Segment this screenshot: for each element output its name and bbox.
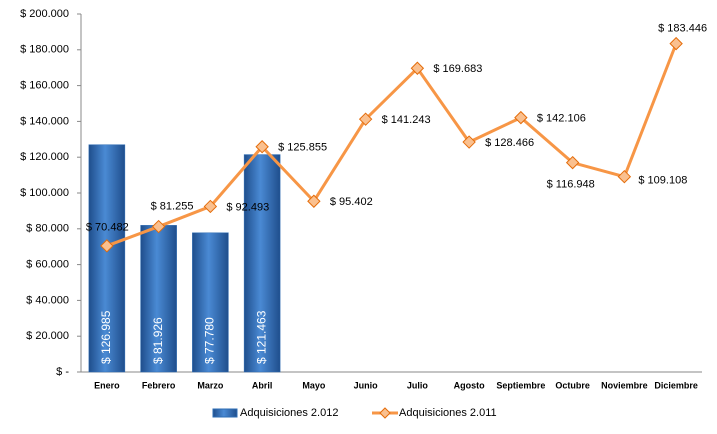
y-tick-label: $ 40.000: [26, 294, 69, 306]
marker: [100, 239, 114, 253]
y-tick-label: $ -: [56, 366, 69, 378]
y-tick-label: $ 160.000: [20, 80, 69, 92]
bar: [243, 154, 281, 373]
marker: [565, 155, 580, 170]
marker: [514, 110, 528, 125]
x-tick-label: Agosto: [454, 380, 485, 390]
line: [106, 43, 678, 248]
point-value-label: $ 95.402: [330, 196, 373, 208]
x-tick-label: Diciembre: [654, 380, 698, 390]
marker: [669, 36, 683, 51]
x-tick-label: Febrero: [142, 380, 176, 390]
x-tick-label: Julio: [407, 380, 429, 390]
y-tick-label: $ 180.000: [20, 44, 69, 56]
point-value-label: $ 109.108: [638, 175, 687, 187]
x-tick-label: Enero: [94, 380, 120, 390]
y-tick-label: $ 60.000: [26, 259, 69, 271]
point-value-label: $ 128.466: [485, 137, 534, 149]
point-value-label: $ 169.683: [433, 63, 482, 75]
bar-value-label: $ 126.985: [99, 310, 113, 364]
bar: [88, 144, 126, 373]
point-value-label: $ 183.446: [658, 23, 707, 35]
y-tick-label: $ 100.000: [20, 187, 69, 199]
x-tick-label: Septiembre: [496, 380, 545, 390]
y-tick-label: $ 200.000: [20, 8, 69, 20]
bar: [140, 225, 177, 373]
point-value-label: $ 92.493: [226, 201, 269, 213]
point-value-label: $ 81.255: [151, 200, 194, 212]
x-tick-label: Octubre: [555, 380, 590, 390]
y-tick-label: $ 80.000: [26, 223, 69, 235]
y-tick-label: $ 20.000: [26, 330, 69, 342]
marker: [255, 140, 269, 154]
point-value-label: $ 125.855: [278, 142, 327, 154]
legend-label: Adquisiciones 2.012: [240, 407, 338, 419]
legend-label: Adquisiciones 2.011: [399, 407, 497, 419]
point-value-label: $ 70.482: [86, 222, 129, 234]
point-value-label: $ 141.243: [382, 114, 431, 126]
bar-value-label: $ 121.463: [254, 310, 268, 364]
y-tick-label: $ 140.000: [20, 115, 69, 127]
legend-swatch: [212, 408, 238, 418]
x-tick-label: Marzo: [197, 380, 224, 390]
x-tick-label: Abril: [252, 380, 273, 390]
bar-value-label: $ 81.926: [151, 317, 165, 364]
x-tick-label: Noviembre: [601, 380, 648, 390]
x-tick-label: Mayo: [302, 380, 326, 390]
bar: [192, 232, 229, 373]
marker: [307, 194, 321, 208]
x-tick-label: Junio: [354, 380, 379, 390]
marker: [462, 135, 476, 149]
marker: [410, 61, 425, 75]
bar-value-label: $ 77.780: [203, 317, 217, 364]
marker: [617, 169, 632, 184]
marker: [358, 112, 373, 126]
point-value-label: $ 116.948: [547, 179, 595, 191]
point-value-label: $ 142.106: [537, 113, 586, 125]
marker: [151, 219, 166, 234]
marker: [203, 199, 218, 214]
legend-marker: [379, 407, 391, 419]
y-tick-label: $ 120.000: [20, 151, 69, 163]
